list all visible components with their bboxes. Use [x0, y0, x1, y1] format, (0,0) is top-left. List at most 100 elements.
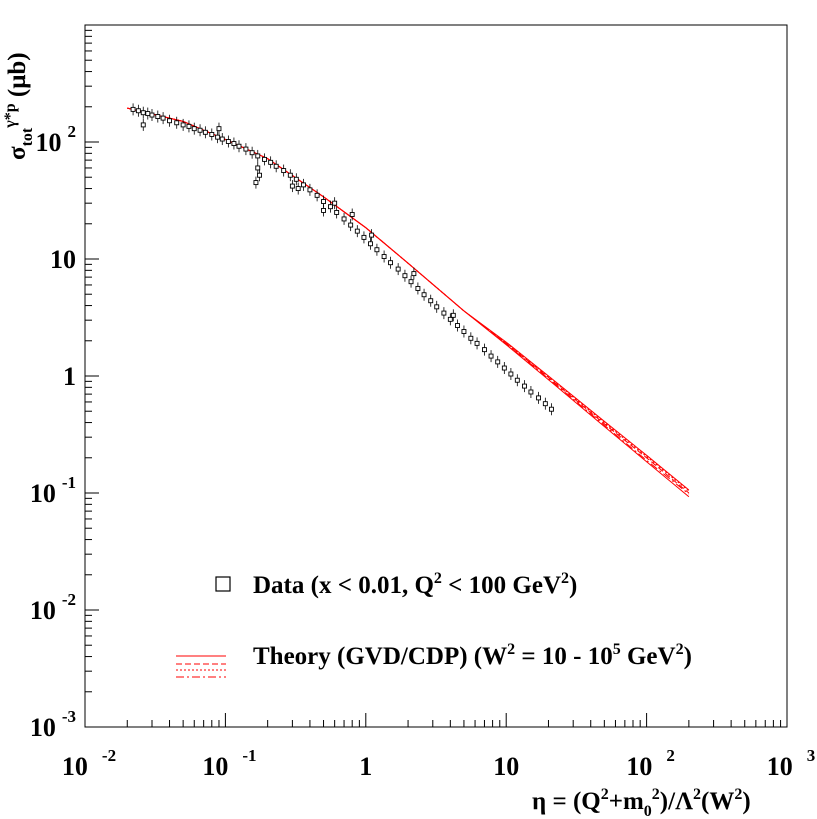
data-point — [130, 106, 136, 112]
data-point — [180, 122, 186, 128]
theory-curve-dashdot — [127, 107, 690, 495]
y-tick-label: 10 2 — [36, 122, 77, 157]
data-point — [495, 359, 501, 365]
data-point — [381, 254, 387, 259]
y-tick-label: 1 — [63, 362, 76, 391]
data-point — [536, 395, 542, 401]
y-tick-labels: 10-3 10-2 10 -1 1 10 10 2 — [30, 122, 76, 742]
data-point — [140, 122, 146, 128]
data-point — [388, 260, 393, 266]
data-point — [321, 207, 326, 213]
data-point — [149, 112, 155, 118]
data-point — [421, 292, 427, 298]
legend: Data (x < 0.01, Q2 < 100 GeV2) Theory (G… — [176, 570, 692, 678]
data-point — [415, 286, 421, 291]
data-point — [140, 110, 146, 116]
x-tick-label: 10 — [493, 752, 519, 781]
y-tick-label: 10 — [50, 245, 76, 274]
data-points — [130, 103, 554, 416]
x-tick-label: 10 -1 — [202, 746, 256, 781]
x-tick-label: 10 -2 — [62, 746, 116, 781]
data-point — [145, 111, 151, 117]
data-point — [542, 401, 548, 407]
data-point — [289, 183, 295, 189]
data-point — [374, 247, 380, 253]
data-point — [369, 232, 375, 238]
data-point — [447, 316, 453, 322]
data-point — [361, 234, 367, 240]
data-point — [314, 192, 320, 198]
data-point — [236, 143, 242, 149]
data-point — [482, 347, 487, 353]
data-point — [167, 118, 172, 124]
axis-ticks — [84, 29, 782, 728]
legend-theory-marker — [176, 655, 226, 678]
data-point — [293, 176, 299, 182]
data-point — [450, 312, 456, 318]
x-axis-title: η = (Q2+m02)/Λ2(W2) — [532, 786, 751, 819]
data-point — [281, 168, 287, 174]
plot-frame — [84, 24, 788, 728]
data-point — [501, 365, 507, 371]
legend-data-label: Data (x < 0.01, Q2 < 100 GeV2) — [253, 570, 577, 599]
data-point — [522, 383, 527, 389]
data-point — [468, 335, 474, 341]
theory-curve-solid — [127, 107, 690, 498]
data-point — [428, 298, 434, 304]
theory-curves — [127, 107, 690, 498]
y-axis-title: σtotγ*p (μb) — [2, 52, 36, 160]
data-point — [411, 271, 417, 277]
data-point — [455, 323, 460, 328]
data-point — [191, 126, 197, 132]
data-point — [341, 216, 347, 222]
data-point — [197, 127, 203, 133]
x-tick-labels: 10 -2 10 -1 1 10 10 2 10 3 — [62, 746, 815, 781]
data-point — [249, 150, 255, 156]
data-point — [160, 115, 166, 121]
x-tick-label: 10 3 — [767, 746, 816, 781]
data-point — [155, 114, 161, 120]
data-point — [332, 200, 338, 206]
x-tick-label: 10 2 — [626, 746, 675, 781]
data-point — [514, 377, 520, 383]
data-point — [354, 228, 360, 234]
data-point — [488, 353, 494, 359]
data-point — [215, 134, 221, 140]
data-point — [231, 141, 237, 146]
theory-curve-dashed — [127, 107, 690, 494]
data-point — [257, 172, 262, 178]
data-point — [408, 279, 414, 285]
data-point — [528, 389, 534, 395]
data-point — [287, 172, 293, 178]
data-point — [219, 136, 225, 142]
data-point — [216, 126, 222, 132]
data-point — [434, 304, 440, 310]
data-point — [174, 120, 180, 126]
data-point — [395, 266, 401, 272]
data-point — [508, 371, 514, 377]
data-point — [255, 165, 261, 171]
theory-curve-solid — [127, 107, 690, 491]
data-point — [273, 163, 279, 169]
data-point — [474, 340, 480, 346]
y-tick-label: 10 -3 — [30, 707, 76, 742]
data-point — [209, 132, 215, 137]
data-point — [548, 406, 554, 412]
data-point — [255, 153, 261, 159]
data-point — [253, 180, 259, 186]
legend-data-marker — [215, 576, 231, 592]
data-point — [368, 241, 373, 247]
data-point — [327, 204, 333, 210]
data-point — [334, 209, 340, 215]
data-point — [262, 156, 267, 162]
data-point — [268, 159, 274, 165]
data-point — [243, 146, 249, 152]
data-point — [307, 187, 313, 193]
x-tick-label: 1 — [359, 752, 372, 781]
theory-curve-dotted — [127, 107, 690, 492]
data-point — [402, 273, 408, 279]
data-point — [321, 199, 326, 204]
data-point — [301, 182, 306, 188]
data-point — [202, 129, 208, 135]
